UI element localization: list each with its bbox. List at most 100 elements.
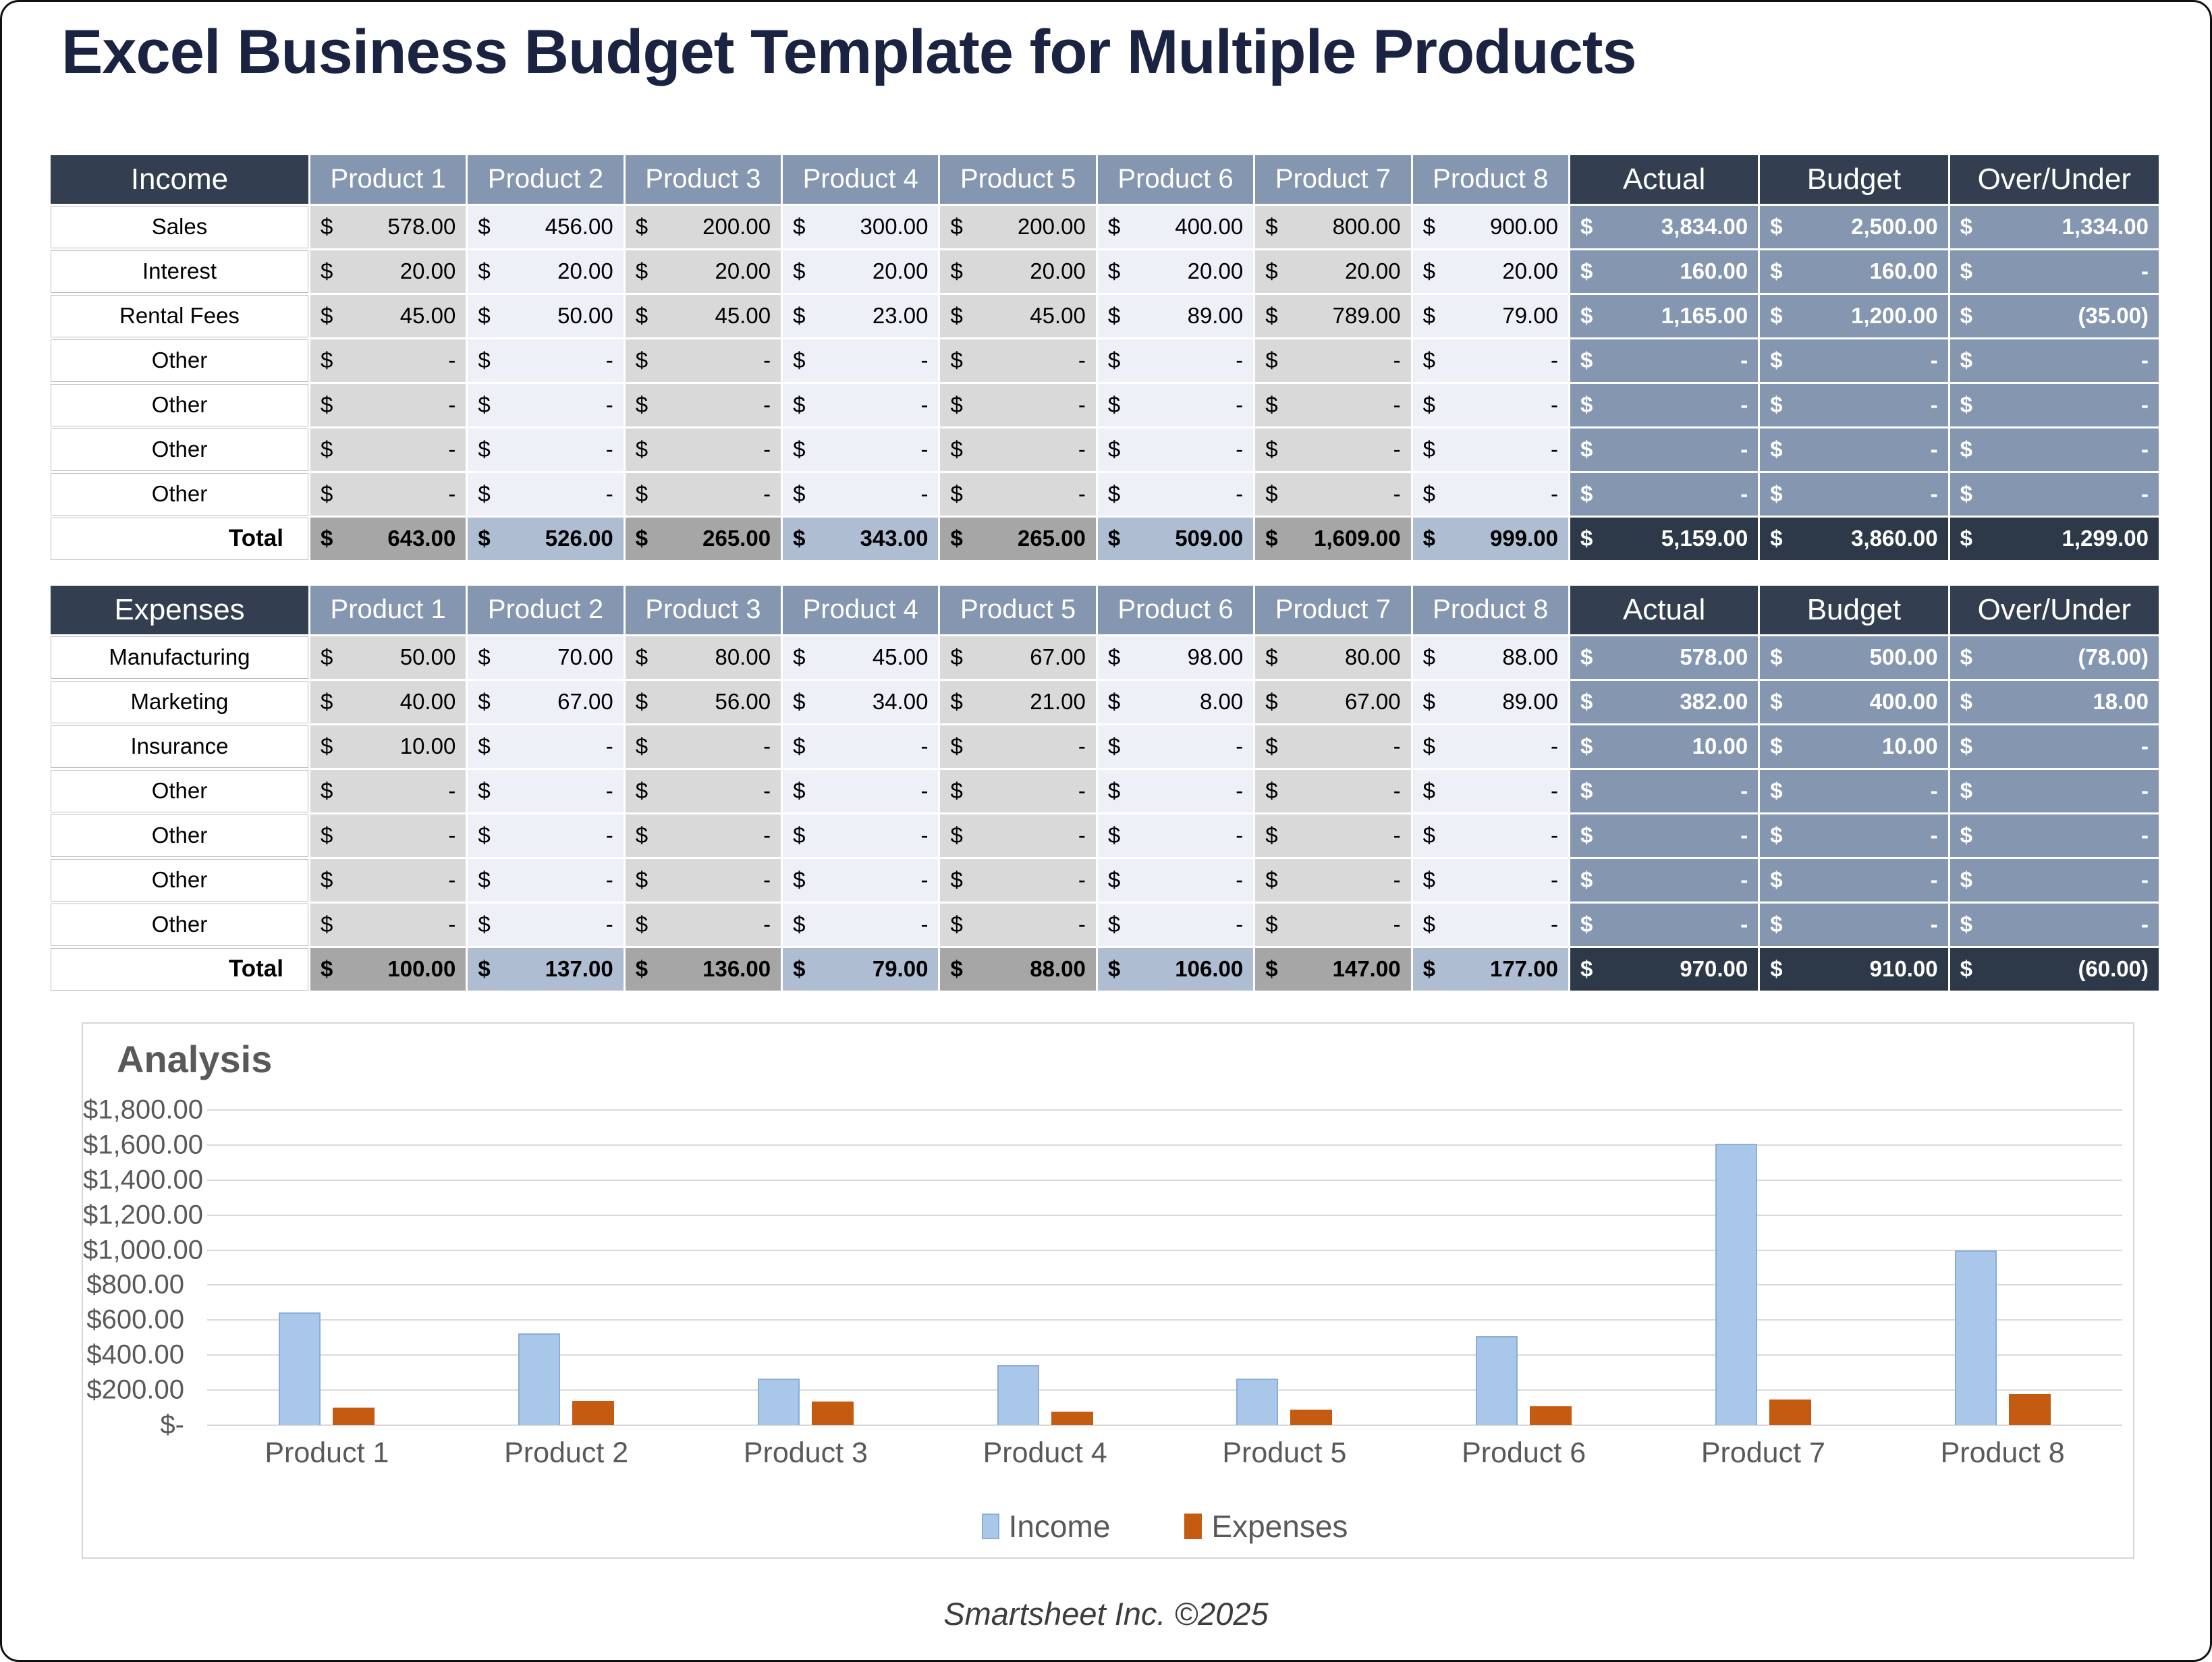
cell-value: 265.00 — [1017, 526, 1086, 551]
money-cell: $ - — [310, 867, 466, 893]
product-value-cell: $20.00 — [625, 250, 781, 293]
cell-value: 67.00 — [557, 689, 613, 715]
currency-symbol: $ — [1422, 644, 1435, 670]
product-value-cell: $300.00 — [783, 205, 939, 248]
money-cell: $500.00 — [1760, 644, 1947, 670]
chart-title: Analysis — [117, 1037, 273, 1080]
table-row: Sales $578.00 $456.00 $200.00 $300.00 $200.00… — [51, 205, 2159, 248]
money-cell: $ - — [1950, 823, 2159, 848]
money-cell: $ - — [1255, 733, 1410, 759]
currency-symbol: $ — [478, 823, 491, 848]
product-value-cell: $88.00 — [1412, 636, 1568, 679]
bar-group — [1644, 1110, 1883, 1425]
product-value-cell: $ - — [783, 858, 939, 902]
product-value-cell: $ - — [1097, 769, 1254, 812]
gridline — [207, 1249, 2122, 1251]
currency-symbol: $ — [1265, 303, 1278, 329]
money-cell: $8.00 — [1098, 689, 1253, 715]
cell-value: - — [2141, 437, 2149, 462]
gridline — [207, 1354, 2122, 1356]
product-value-cell: $8.00 — [1097, 680, 1254, 723]
total-product-cell: $265.00 — [940, 517, 1096, 560]
product-value-cell: $ - — [1412, 814, 1568, 857]
product-value-cell: $900.00 — [1412, 205, 1568, 248]
total-over-under-cell: $ (60.00) — [1950, 947, 2159, 991]
money-cell: $ - — [783, 392, 938, 418]
product-value-cell: $ - — [625, 858, 781, 902]
gridline — [207, 1424, 2122, 1426]
cell-value: 160.00 — [1869, 258, 1938, 284]
over-under-value-cell: $ - — [1950, 725, 2159, 768]
money-cell: $789.00 — [1255, 303, 1410, 329]
money-cell: $509.00 — [1098, 526, 1253, 551]
money-cell: $ - — [626, 348, 781, 373]
cell-value: 177.00 — [1490, 956, 1558, 982]
cell-value: 509.00 — [1175, 526, 1244, 551]
table-row: Other $ - $ - $ - $ - $ - $ - $ - $ - $ - $ - $ - — [51, 339, 2159, 382]
currency-symbol: $ — [793, 912, 806, 937]
product-value-cell: $ - — [1097, 472, 1254, 516]
money-cell: $ - — [1098, 778, 1253, 804]
row-label-cell: Other — [51, 339, 308, 382]
cell-value: - — [2141, 912, 2149, 937]
legend-item-income: Income — [981, 1508, 1110, 1545]
money-cell: $ - — [1413, 481, 1568, 507]
budget-column-header: Budget — [1760, 155, 1948, 204]
product-value-cell: $80.00 — [625, 636, 781, 679]
currency-symbol: $ — [1770, 689, 1783, 715]
cell-value: - — [1236, 481, 1244, 507]
product-value-cell: $ - — [940, 383, 1096, 426]
income-bar — [518, 1333, 561, 1425]
gridline — [207, 1214, 2122, 1216]
money-cell: $10.00 — [1570, 733, 1758, 759]
product-value-cell: $ - — [625, 814, 781, 857]
expenses-bar — [1051, 1411, 1093, 1425]
currency-symbol: $ — [793, 867, 806, 893]
product-value-cell: $ - — [783, 903, 939, 946]
cell-value: 147.00 — [1332, 956, 1401, 982]
budget-value-cell: $ - — [1760, 472, 1948, 516]
money-cell: $100.00 — [310, 956, 466, 982]
product-value-cell: $ - — [1255, 814, 1411, 857]
total-product-cell: $177.00 — [1412, 947, 1568, 991]
cell-value: - — [1393, 437, 1401, 462]
product-value-cell: $20.00 — [940, 250, 1096, 293]
currency-symbol: $ — [950, 778, 963, 804]
product-value-cell: $200.00 — [940, 205, 1096, 248]
table-row: Rental Fees $45.00 $50.00 $45.00 $23.00 $45.0… — [51, 294, 2159, 337]
product-value-cell: $ - — [468, 383, 624, 426]
currency-symbol: $ — [1580, 214, 1593, 240]
product-value-cell: $ - — [1412, 472, 1568, 516]
product-value-cell: $ - — [1255, 903, 1411, 946]
cell-value: 3,860.00 — [1851, 526, 1938, 551]
total-actual-cell: $5,159.00 — [1570, 517, 1759, 560]
product-value-cell: $45.00 — [310, 294, 466, 337]
currency-symbol: $ — [950, 733, 963, 759]
money-cell: $67.00 — [468, 689, 623, 715]
cell-value: - — [448, 392, 456, 418]
money-cell: $ - — [626, 437, 781, 462]
currency-symbol: $ — [1107, 481, 1121, 507]
money-cell: $ - — [468, 481, 623, 507]
money-cell: $ - — [1760, 392, 1947, 418]
row-label-cell: Other — [51, 383, 308, 426]
income-bar — [1954, 1250, 1997, 1425]
total-product-cell: $643.00 — [310, 517, 466, 560]
cell-value: - — [1930, 778, 1938, 804]
product-value-cell: $ - — [1412, 725, 1568, 768]
over-under-value-cell: $ - — [1950, 339, 2159, 382]
product-value-cell: $ - — [468, 858, 624, 902]
currency-symbol: $ — [1770, 481, 1783, 507]
chart-y-axis: $1,800.00 $1,600.00 $1,400.00 $1,200.00 $1,0… — [83, 1095, 203, 1439]
currency-symbol: $ — [1422, 526, 1435, 551]
money-cell: $10.00 — [1760, 733, 1947, 759]
currency-symbol: $ — [320, 348, 333, 373]
cell-value: 8.00 — [1199, 689, 1244, 715]
cell-value: 20.00 — [1187, 258, 1244, 284]
currency-symbol: $ — [1265, 481, 1278, 507]
cell-value: 89.00 — [1187, 303, 1244, 329]
product-value-cell: $50.00 — [468, 294, 624, 337]
product-column-header: Product 2 — [468, 585, 624, 634]
money-cell: $1,334.00 — [1950, 214, 2159, 240]
currency-symbol: $ — [950, 303, 963, 329]
